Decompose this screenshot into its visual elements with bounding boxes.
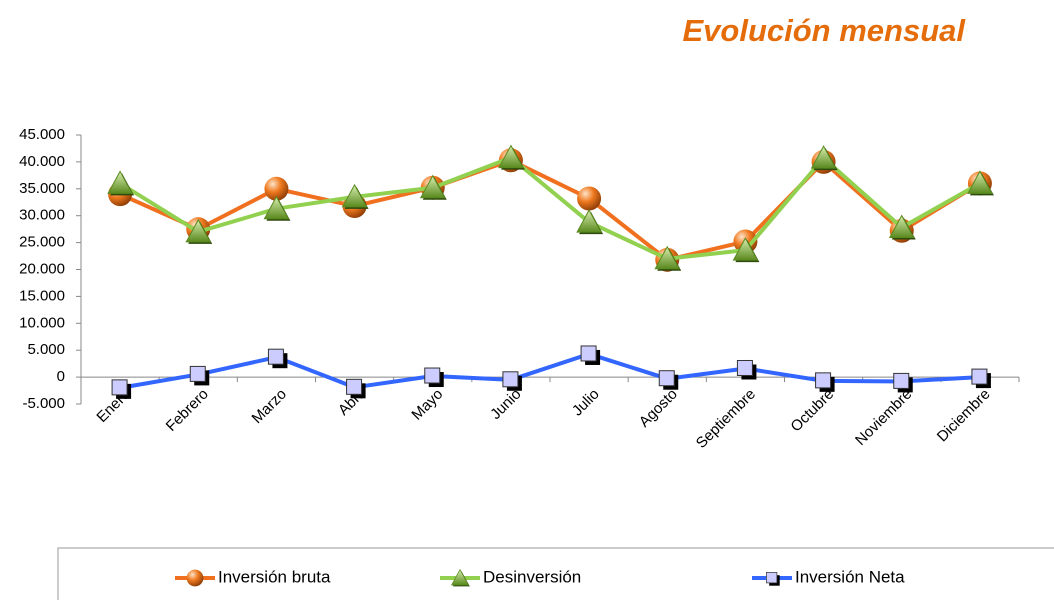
series-line: [119, 158, 981, 262]
legend-marker: [186, 569, 204, 587]
y-tick-label: 5.000: [27, 341, 65, 358]
series-line: [119, 351, 981, 390]
y-tick-label: 30.000: [19, 207, 65, 224]
data-point: [658, 370, 679, 390]
data-point: [971, 368, 991, 389]
data-point: [498, 144, 525, 170]
data-point: [341, 183, 369, 209]
marker-shape: [263, 195, 290, 220]
marker-shape: [810, 145, 837, 169]
y-tick-label: 35.000: [19, 180, 65, 197]
y-tick-label: 0: [57, 368, 65, 385]
marker-shape: [893, 372, 910, 389]
y-tick-label: 25.000: [19, 234, 65, 251]
marker-shape: [419, 174, 446, 199]
data-point: [967, 170, 994, 196]
data-point: [888, 214, 916, 240]
marker-shape: [424, 367, 441, 384]
x-tick-label: Julio: [569, 386, 603, 420]
legend-box: [57, 547, 1054, 600]
x-tick-label: Marzo: [249, 386, 290, 427]
marker-shape: [189, 365, 206, 382]
marker-shape: [971, 368, 988, 385]
marker-shape: [498, 144, 524, 169]
marker-shape: [766, 572, 778, 584]
data-point: [654, 245, 682, 271]
x-tick-label: Octubre: [787, 386, 837, 436]
y-tick-label: 20.000: [19, 260, 65, 277]
data-point: [893, 372, 913, 393]
marker-shape: [815, 372, 832, 389]
y-tick-label: 15.000: [19, 287, 65, 304]
marker-shape: [736, 359, 753, 376]
marker-shape: [267, 348, 284, 365]
y-tick-label: 45.000: [19, 126, 65, 143]
marker-shape: [658, 370, 675, 387]
y-tick-label: -5.000: [22, 395, 65, 412]
data-point: [267, 348, 288, 369]
data-point: [189, 365, 210, 386]
marker-shape: [264, 176, 289, 201]
x-tick-label: Febrero: [163, 386, 212, 435]
x-tick-label: Agosto: [636, 386, 681, 431]
data-point: [577, 186, 602, 211]
x-tick-label: Mayo: [408, 386, 446, 424]
data-point: [580, 345, 601, 365]
data-point: [111, 379, 132, 399]
data-point: [732, 237, 760, 263]
marker-shape: [111, 379, 128, 396]
marker-shape: [888, 214, 915, 239]
data-point: [419, 174, 447, 200]
data-point: [815, 372, 835, 392]
y-tick-label: 40.000: [19, 153, 65, 170]
series-line: [119, 155, 981, 261]
marker-shape: [451, 568, 469, 586]
x-tick-label: Diciembre: [934, 386, 994, 446]
marker-shape: [107, 170, 133, 194]
x-tick-label: Junio: [487, 386, 524, 423]
y-tick-label: 10.000: [19, 314, 65, 331]
marker-shape: [654, 245, 681, 270]
data-point: [736, 359, 757, 380]
marker-shape: [732, 237, 759, 261]
data-point: [502, 371, 522, 391]
marker-shape: [576, 209, 602, 233]
marker-shape: [577, 186, 602, 211]
marker-shape: [502, 371, 519, 388]
data-point: [264, 176, 289, 201]
legend-marker: [451, 568, 470, 587]
legend-marker: [766, 572, 780, 586]
data-point: [107, 170, 135, 196]
legend-label: Inversión bruta: [218, 567, 331, 586]
data-point: [810, 145, 838, 171]
legend-label: Desinversión: [483, 567, 581, 586]
marker-shape: [186, 569, 204, 587]
data-point: [185, 218, 213, 244]
marker-shape: [341, 183, 368, 208]
marker-shape: [580, 345, 597, 362]
x-tick-label: Septiembre: [693, 386, 759, 452]
marker-shape: [967, 170, 993, 194]
x-tick-label: Noviembre: [852, 386, 915, 449]
marker-shape: [346, 378, 363, 395]
data-point: [346, 378, 366, 399]
data-point: [576, 209, 604, 235]
chart-title: Evolución mensual: [682, 13, 966, 48]
data-point: [263, 195, 291, 221]
legend-label: Inversión Neta: [795, 567, 905, 586]
data-point: [424, 367, 444, 388]
marker-shape: [185, 218, 212, 243]
